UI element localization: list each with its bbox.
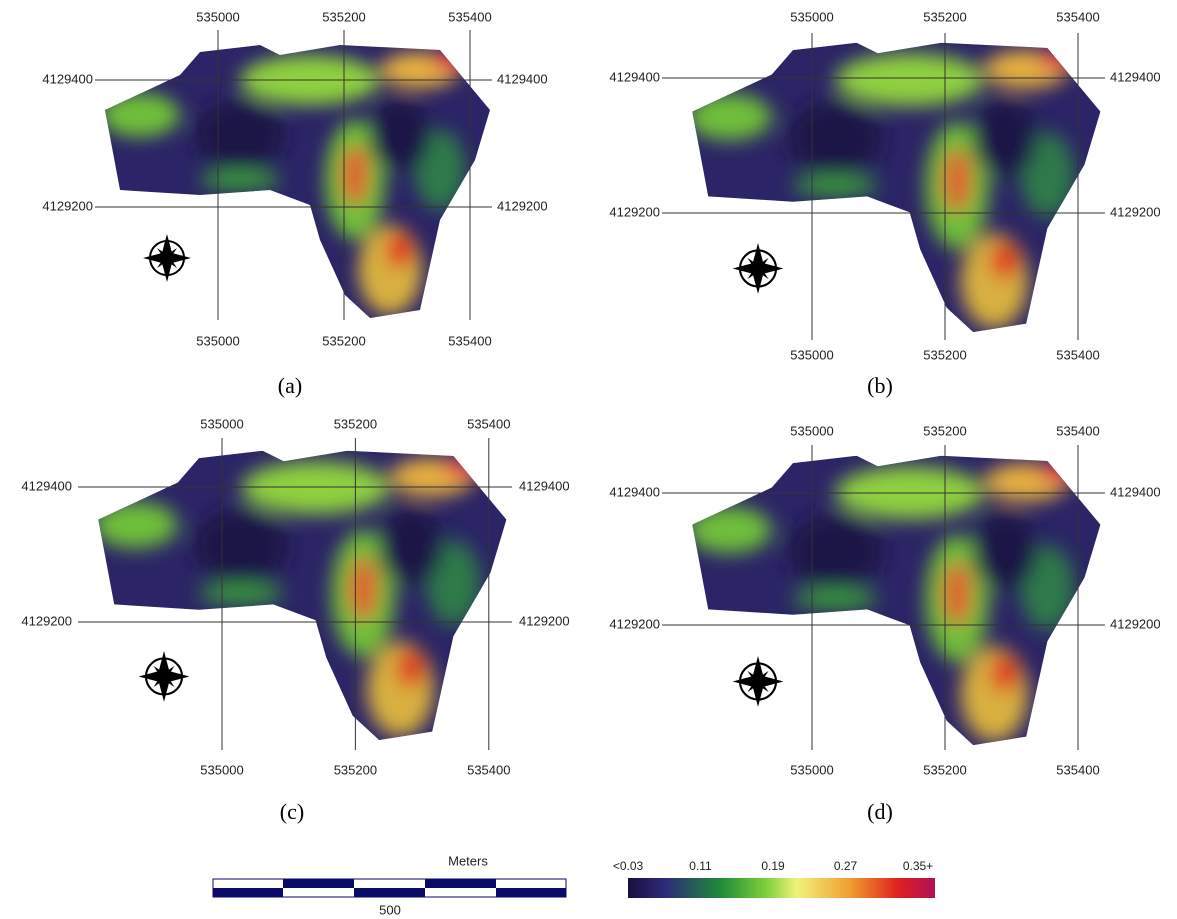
x-coord-label: 535200 xyxy=(923,347,966,362)
y-coord-label: 4129200 xyxy=(42,198,93,213)
map-raster xyxy=(100,40,500,330)
x-coord-label: 535400 xyxy=(448,9,491,24)
x-coord-label: 535200 xyxy=(923,9,966,24)
x-coord-label: 535000 xyxy=(196,333,239,348)
y-coord-label: 4129400 xyxy=(497,71,548,86)
panel-caption: (b) xyxy=(867,373,893,398)
x-coord-label: 535000 xyxy=(196,9,239,24)
map-raster xyxy=(687,450,1111,757)
y-coord-label: 4129200 xyxy=(1110,616,1161,631)
map-panel: 535000 535000 535200 535200 535400 535400 4129… xyxy=(609,423,1160,824)
x-coord-label: 535200 xyxy=(923,423,966,438)
map-raster xyxy=(687,37,1111,344)
x-coord-label: 535400 xyxy=(467,416,510,431)
x-coord-label: 535200 xyxy=(322,9,365,24)
x-coord-label: 535400 xyxy=(1056,762,1099,777)
panel-caption: (d) xyxy=(867,799,893,824)
y-coord-label: 4129200 xyxy=(609,204,660,219)
y-coord-label: 4129200 xyxy=(609,616,660,631)
map-panel: 535000 535000 535200 535200 535400 535400 4129… xyxy=(42,9,547,398)
y-coord-label: 4129400 xyxy=(1110,484,1161,499)
x-coord-label: 535200 xyxy=(923,762,966,777)
y-coord-label: 4129400 xyxy=(21,478,72,493)
map-panel: 535000 535000 535200 535200 535400 535400 4129… xyxy=(21,416,569,824)
x-coord-label: 535200 xyxy=(322,333,365,348)
y-coord-label: 4129400 xyxy=(1110,69,1161,84)
figure: 535000 535000 535200 535200 535400 535400 4129… xyxy=(0,0,1177,919)
x-coord-label: 535200 xyxy=(334,762,377,777)
x-coord-label: 535000 xyxy=(790,423,833,438)
x-coord-label: 535400 xyxy=(1056,347,1099,362)
color-bar-label: 0.11 xyxy=(689,859,712,873)
color-bar-labels: <0.03 0.11 0.19 0.27 0.35+ xyxy=(613,859,933,873)
color-bar-label: 0.35+ xyxy=(903,859,933,873)
panel-caption: (c) xyxy=(280,799,304,824)
color-bar xyxy=(628,878,935,898)
x-coord-label: 535000 xyxy=(200,416,243,431)
x-coord-label: 535000 xyxy=(200,762,243,777)
y-coord-label: 4129400 xyxy=(519,478,570,493)
map-panel: 535000 535000 535200 535200 535400 535400 4129… xyxy=(609,9,1160,398)
x-coord-label: 535000 xyxy=(790,9,833,24)
scale-title: Meters xyxy=(448,853,488,868)
y-coord-label: 4129200 xyxy=(497,198,548,213)
x-coord-label: 535400 xyxy=(467,762,510,777)
y-coord-label: 4129400 xyxy=(42,71,93,86)
y-coord-label: 4129400 xyxy=(609,69,660,84)
color-bar-label: <0.03 xyxy=(613,859,644,873)
color-bar-label: 0.19 xyxy=(761,859,785,873)
map-raster xyxy=(93,445,517,752)
panel-caption: (a) xyxy=(278,373,302,398)
color-bar-label: 0.27 xyxy=(834,859,858,873)
x-coord-label: 535000 xyxy=(790,762,833,777)
x-coord-label: 535200 xyxy=(334,416,377,431)
x-coord-label: 535400 xyxy=(1056,423,1099,438)
scale-bar xyxy=(213,879,566,897)
x-coord-label: 535400 xyxy=(1056,9,1099,24)
y-coord-label: 4129200 xyxy=(1110,204,1161,219)
scale-label: 500 xyxy=(379,902,401,917)
y-coord-label: 4129200 xyxy=(21,613,72,628)
x-coord-label: 535000 xyxy=(790,347,833,362)
panels: 535000 535000 535200 535200 535400 535400 4129… xyxy=(21,9,1160,824)
x-coord-label: 535400 xyxy=(448,333,491,348)
y-coord-label: 4129400 xyxy=(609,484,660,499)
y-coord-label: 4129200 xyxy=(519,613,570,628)
